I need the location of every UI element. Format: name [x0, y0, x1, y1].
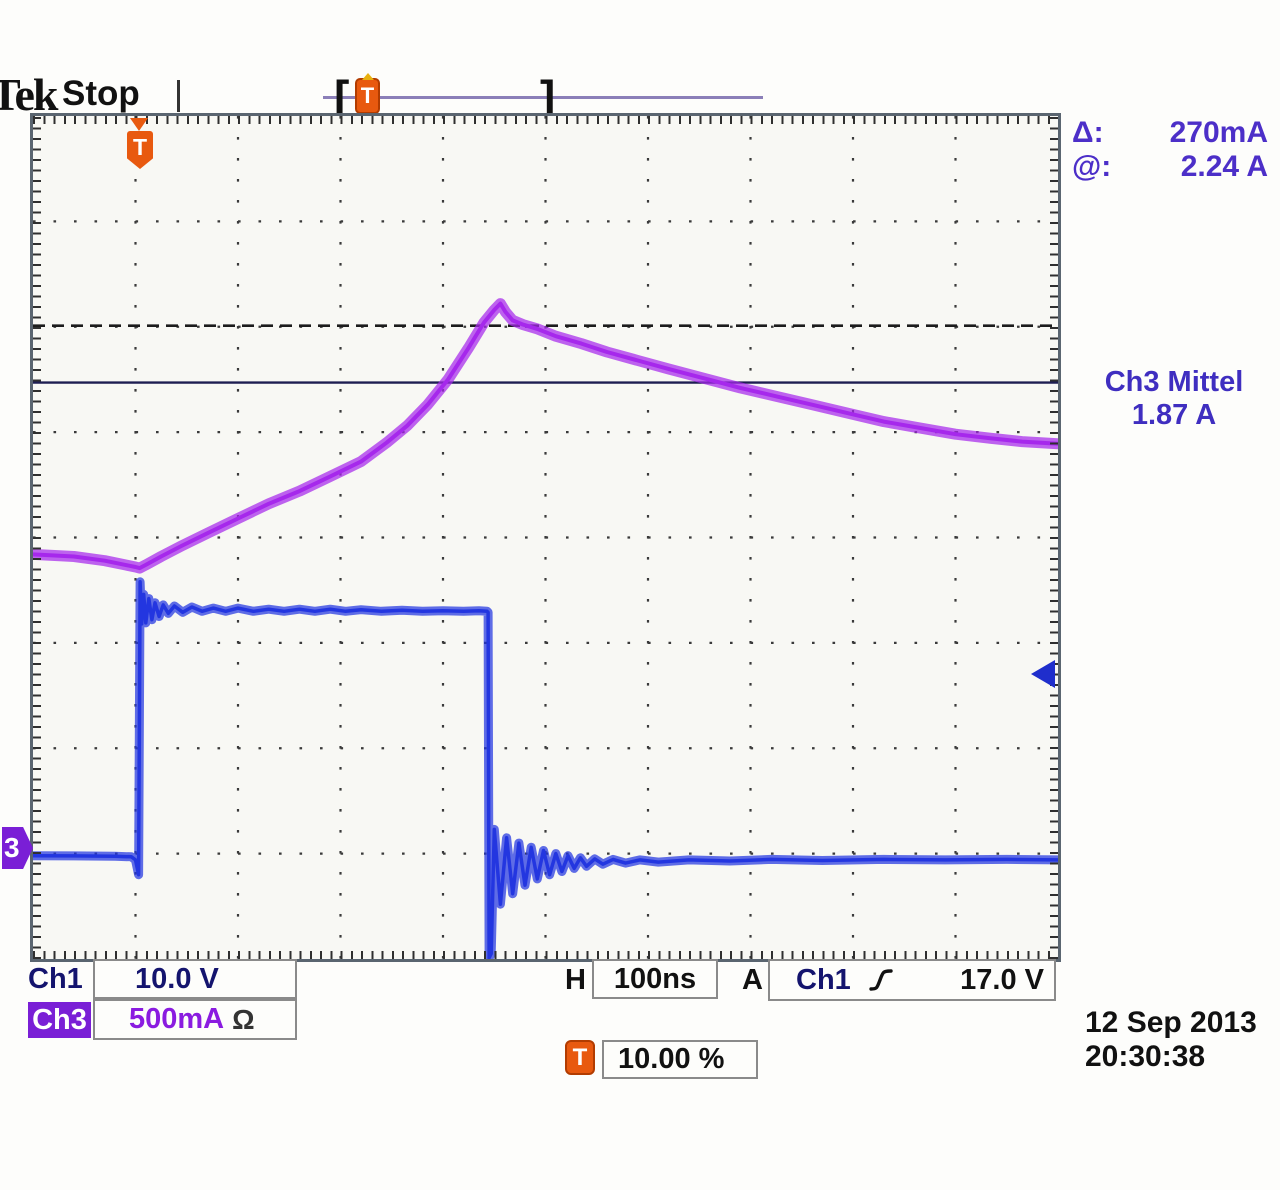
ohm-coupling-icon: Ω [232, 1003, 255, 1035]
trigger-source: Ch1 [796, 963, 851, 996]
trigger-position-marker-letter: T [132, 134, 148, 160]
trigger-position-readout-icon: T [565, 1040, 595, 1075]
cursor-at-label: @: [1072, 150, 1112, 183]
trigger-level-value: 17.0 V [960, 963, 1044, 996]
record-trigger-icon[interactable]: T [355, 73, 380, 114]
horizontal-label: H [565, 964, 586, 996]
ch3-mean-label: Ch3 Mittel [1104, 366, 1244, 398]
cursor-delta-value: 270mA [1169, 116, 1268, 149]
ch3-ground-marker-label: 3 [4, 832, 20, 863]
cursor-at-value: 2.24 A [1180, 150, 1268, 183]
ch3-ground-marker[interactable]: 3 [2, 827, 33, 869]
ch3-scale-box[interactable]: 500mA Ω [93, 999, 297, 1040]
trigger-level-arrow-icon[interactable] [1031, 660, 1055, 688]
trigger-position-arrow-icon[interactable] [130, 118, 148, 131]
ch3-scale-value: 500mA [129, 1003, 225, 1035]
trigger-readout-box[interactable]: Ch1 17.0 V [768, 959, 1056, 1001]
header-separator [177, 80, 180, 112]
record-trigger-letter: T [360, 83, 375, 108]
horizontal-scale-box[interactable]: 100ns [592, 959, 718, 999]
cursor-delta-readout: Δ: 270mA [1072, 116, 1268, 150]
waveform-canvas [33, 116, 1058, 959]
trigger-position-box[interactable]: 10.00 % [602, 1040, 758, 1079]
record-window-right-bracket: ] [540, 71, 556, 123]
record-view-bar [323, 96, 763, 99]
datetime-readout: 12 Sep 2013 20:30:38 [1085, 1006, 1257, 1074]
tek-logo: Tek [0, 69, 58, 120]
date-value: 12 Sep 2013 [1085, 1006, 1257, 1039]
cursor-at-readout: @: 2.24 A [1072, 150, 1268, 184]
ch1-scale-box[interactable]: 10.0 V [93, 959, 297, 999]
trigger-position-marker-icon[interactable]: T [127, 131, 153, 169]
horizontal-scale-value: 100ns [613, 962, 697, 995]
waveform-display: T 3 [2, 113, 1061, 962]
trigger-a-label: A [742, 964, 763, 996]
ch1-label[interactable]: Ch1 [28, 963, 83, 995]
rising-slope-icon [869, 967, 893, 993]
ch3-mean-value: 1.87 A [1131, 399, 1217, 431]
cursor-delta-label: Δ: [1072, 116, 1104, 149]
record-window-left-bracket: [ [334, 71, 350, 123]
time-value: 20:30:38 [1085, 1040, 1206, 1073]
ch3-label[interactable]: Ch3 [28, 1002, 91, 1038]
ch1-scale-value: 10.0 V [135, 962, 219, 995]
trigger-position-value: 10.00 % [618, 1043, 725, 1075]
trigger-position-icon-letter: T [572, 1043, 588, 1071]
acquisition-status: Stop [62, 74, 140, 113]
ch3-mean-readout: Ch3 Mittel 1.87 A [1078, 366, 1270, 432]
